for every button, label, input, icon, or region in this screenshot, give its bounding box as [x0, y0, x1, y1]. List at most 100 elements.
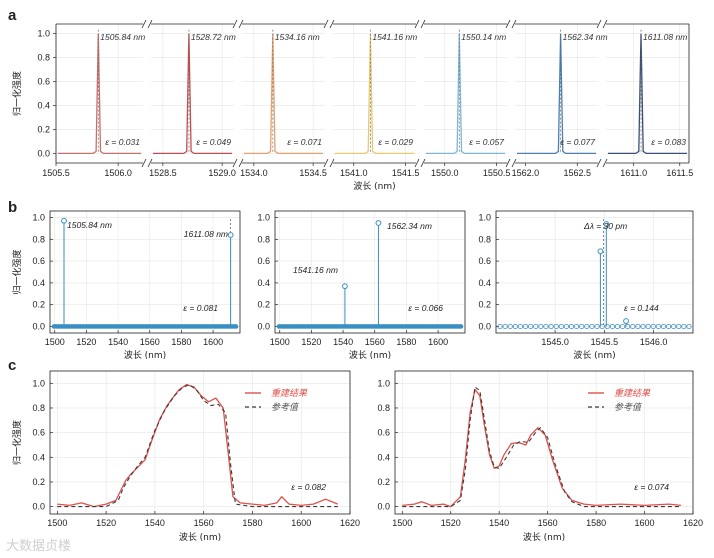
x-tick-label: 1580	[586, 518, 606, 528]
panel-label-b: b	[8, 199, 17, 216]
axis-break-mark	[238, 158, 244, 168]
y-tick-label: 1.0	[32, 378, 45, 388]
data-point-baseline	[589, 323, 595, 330]
panel-label-c: c	[8, 357, 16, 374]
watermark: 大数据贞楼	[6, 539, 72, 554]
data-point-baseline	[558, 323, 564, 330]
legend-label-reconstructed: 重建结果	[271, 388, 308, 399]
spectrum-line	[153, 33, 232, 155]
data-point-baseline	[507, 323, 513, 330]
x-tick-label: 1560	[140, 337, 160, 347]
data-point-baseline	[458, 324, 464, 329]
data-point-baseline	[619, 323, 626, 330]
data-point-baseline	[635, 323, 641, 330]
x-tick-label: 1546.0	[640, 337, 668, 347]
x-tick-label: 1541.0	[340, 168, 368, 178]
x-tick-label: 1534.5	[299, 168, 327, 178]
data-point-baseline	[671, 323, 677, 330]
peak-label: 1562.34 nm	[387, 221, 432, 231]
axis-break-mark	[596, 158, 602, 168]
y-tick-label: 0.8	[32, 234, 45, 244]
data-point-baseline	[655, 323, 661, 330]
axis-break-mark	[141, 19, 147, 29]
y-tick-label: 0.0	[377, 502, 390, 512]
x-tick-label: 1540	[333, 337, 353, 347]
data-point-baseline	[502, 323, 508, 330]
plot-frame	[49, 210, 241, 334]
x-tick-label: 1560	[365, 337, 385, 347]
y-tick-label: 1.0	[32, 213, 45, 223]
reconstructed-series-line	[57, 383, 339, 508]
data-point-baseline	[650, 323, 656, 330]
x-axis-label-b: 波长 (nm)	[124, 349, 166, 361]
axis-break-mark	[420, 19, 426, 29]
y-tick-label: 0.0	[37, 148, 50, 158]
x-tick-label: 1541.5	[392, 168, 420, 178]
data-point-baseline	[640, 323, 646, 330]
x-tick-label: 1540	[145, 518, 165, 528]
data-point-baseline	[568, 323, 575, 330]
axis-break-mark	[602, 158, 608, 168]
x-tick-label: 1600	[635, 518, 655, 528]
x-tick-label: 1600	[291, 518, 311, 528]
axis-break-mark	[602, 19, 608, 29]
x-tick-label: 1529.0	[208, 168, 236, 178]
x-axis-label-c: 波长 (nm)	[179, 531, 221, 543]
data-point-baseline	[660, 323, 667, 330]
x-axis-label-b: 波长 (nm)	[573, 349, 615, 361]
y-tick-label: 0.2	[37, 124, 50, 134]
y-tick-label: 0.8	[478, 234, 491, 244]
data-point-peak	[597, 248, 604, 255]
x-tick-label: 1580	[171, 337, 191, 347]
y-tick-label: 1.0	[37, 29, 50, 39]
y-tick-label: 0.6	[478, 256, 491, 266]
data-point-baseline	[584, 323, 590, 330]
data-point-baseline	[512, 323, 518, 330]
axis-break-mark	[596, 19, 602, 29]
x-tick-label: 1500	[392, 518, 412, 528]
data-point-baseline	[614, 323, 621, 330]
data-point-baseline	[630, 323, 636, 330]
y-tick-label: 0.4	[32, 278, 45, 288]
spectrum-line	[426, 33, 505, 155]
peak-label: 1528.72 nm	[191, 32, 236, 42]
x-tick-label: 1580	[242, 518, 262, 528]
x-axis-label-c: 波长 (nm)	[523, 531, 565, 543]
peak-label: 1611.08 nm	[184, 229, 228, 239]
axis-break-mark	[141, 158, 147, 168]
error-label: ε = 0.029	[378, 137, 413, 147]
data-point-peak	[603, 221, 610, 227]
x-tick-label: 1560	[538, 518, 558, 528]
x-tick-label: 1600	[428, 337, 448, 347]
data-point-peak	[623, 318, 629, 324]
x-tick-label: 1620	[683, 518, 703, 528]
x-tick-label: 1520	[301, 337, 321, 347]
x-tick-label: 1520	[76, 337, 96, 347]
plot-frame	[394, 370, 694, 515]
y-tick-label: 0.4	[37, 100, 50, 110]
data-point-baseline	[563, 323, 570, 330]
panel-label-a: a	[8, 7, 17, 24]
peak-label: 1562.34 nm	[563, 32, 608, 42]
reference-series-line	[402, 385, 681, 508]
axis-break-mark	[511, 19, 517, 29]
data-point-baseline	[604, 323, 610, 330]
data-point-baseline	[533, 323, 539, 330]
legend-label-reference: 参考值	[271, 402, 300, 413]
axis-break-mark	[238, 19, 244, 29]
error-label: ε = 0.049	[196, 137, 231, 147]
data-point-baseline	[665, 323, 672, 330]
data-point-baseline	[686, 323, 692, 330]
peak-label: 1611.08 nm	[643, 32, 687, 42]
data-point-peak	[61, 217, 67, 224]
x-tick-label: 1540	[108, 337, 128, 347]
peak-label: 1541.16 nm	[293, 265, 338, 275]
y-tick-label: 1.0	[257, 213, 270, 223]
axis-break-mark	[147, 158, 153, 168]
y-tick-label: 1.0	[478, 213, 491, 223]
legend-label-reconstructed: 重建结果	[614, 388, 651, 399]
y-tick-label: 0.0	[32, 321, 45, 331]
x-tick-label: 1520	[96, 518, 116, 528]
axis-break-mark	[505, 158, 511, 168]
plot-frame	[495, 210, 694, 334]
